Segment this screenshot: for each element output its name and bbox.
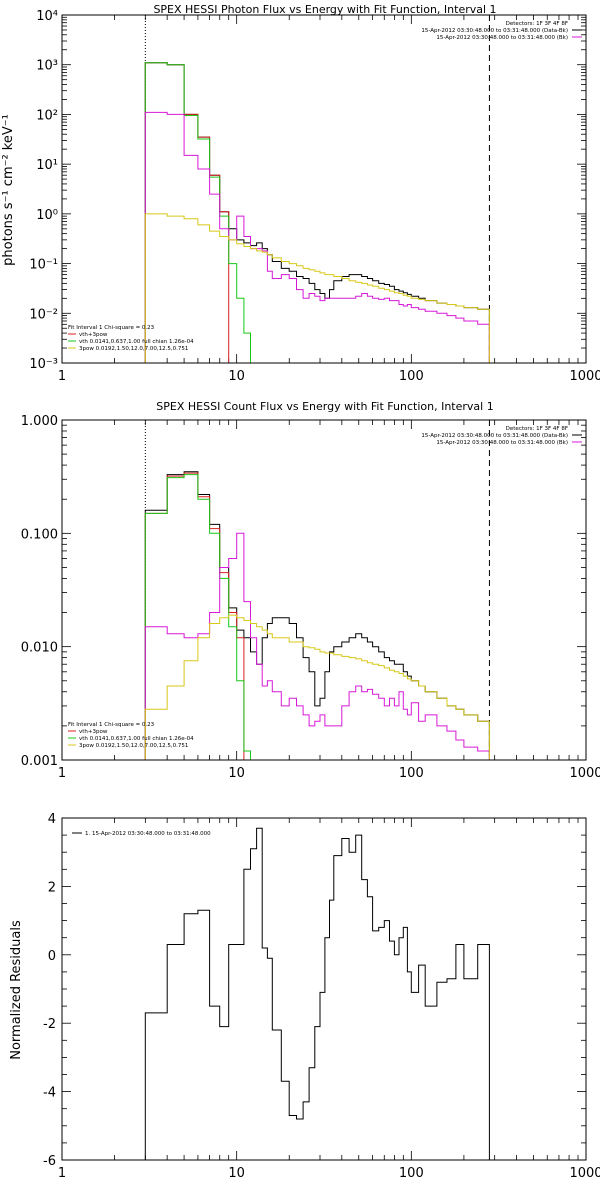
bk-interval-label: 15-Apr-2012 03:30:48.000 to 03:31:48.000… — [436, 440, 568, 446]
y-tick-label: 10⁻² — [29, 307, 58, 322]
series-line-3 — [144, 532, 490, 760]
plot-frame — [61, 14, 587, 364]
count-plot-area: 1 10 100 1000 0.001 0.010 0.100 1.000 Detectors:… — [21, 414, 600, 781]
fit-legend-entry: vth 0.0141,0.637,1.00 full chian 1.26e-0… — [79, 736, 194, 742]
y-tick-label: 10⁴ — [36, 9, 58, 24]
series-line-0 — [144, 62, 490, 363]
y-tick-label: 2 — [48, 880, 56, 895]
x-tick-label: 1 — [58, 369, 66, 384]
y-tick-label: 10⁻³ — [29, 357, 58, 372]
x-tick-label: 1 — [58, 1166, 66, 1181]
fit-legend-entry: vth+3pow — [79, 332, 108, 338]
photon-flux-panel: SPEX HESSI Photon Flux vs Energy with Fi… — [1, 3, 600, 384]
y-tick-label: -2 — [43, 1017, 56, 1032]
photon-panel-title: SPEX HESSI Photon Flux vs Energy with Fi… — [153, 3, 496, 16]
x-tick-label: 100 — [399, 369, 424, 384]
fit-legend-entry: vth+3pow — [79, 729, 108, 735]
residuals-plot-area: 1 10 100 1000 -6 -4 -2 0 2 4 1. 15-Apr-2012 03:30:… — [43, 812, 600, 1181]
y-tick-label: 10⁰ — [36, 208, 58, 223]
fit-interval-label: Fit Interval 1 Chi-square = 0.23 — [68, 722, 155, 728]
y-tick-label: 0.010 — [21, 641, 58, 656]
x-tick-label: 10 — [228, 1166, 245, 1181]
y-tick-label: 4 — [48, 812, 56, 827]
y-tick-label: 10² — [36, 108, 58, 123]
x-tick-label: 100 — [399, 1166, 424, 1181]
plot-frame — [61, 419, 587, 761]
count-panel-title: SPEX HESSI Count Flux vs Energy with Fit… — [156, 400, 493, 413]
series-line-2 — [144, 62, 251, 363]
y-tick-label: -4 — [43, 1086, 56, 1101]
series-line-3 — [144, 111, 490, 363]
detectors-label: Detectors: 1F 3F 4F 8F — [506, 21, 568, 27]
y-tick-label: 10¹ — [36, 158, 58, 173]
residuals-panel: Normalized Residuals 1 10 100 1000 -6 -4 -2 0 2 4… — [9, 812, 600, 1181]
fit-legend-entry: vth 0.0141,0.637,1.00 full chian 1.26e-0… — [79, 339, 194, 345]
y-tick-label: 10⁻¹ — [29, 258, 58, 273]
series-line-4 — [144, 213, 490, 363]
fit-legend-entry: 3pow 0.0192,1.50,12.0,7.00,12.5,0.751 — [79, 346, 188, 352]
data-interval-label: 15-Apr-2012 03:30:48.000 to 03:31:48.000… — [421, 433, 568, 439]
series-line-0 — [144, 827, 490, 1160]
fit-legend-entry: 3pow 0.0192,1.50,12.0,7.00,12.5,0.751 — [79, 743, 188, 749]
series-line-1 — [144, 62, 230, 363]
x-tick-label: 10 — [228, 369, 245, 384]
detectors-label: Detectors: 1F 3F 4F 8F — [506, 426, 568, 432]
y-tick-label: 10³ — [36, 59, 58, 74]
x-tick-label: 10 — [228, 766, 245, 781]
x-tick-label: 1000 — [569, 369, 600, 384]
bk-interval-label: 15-Apr-2012 03:30:48.000 to 03:31:48.000… — [436, 35, 568, 41]
series-line-4 — [144, 614, 490, 760]
data-interval-label: 15-Apr-2012 03:30:48.000 to 03:31:48.000… — [421, 28, 568, 34]
y-tick-label: 1.000 — [21, 414, 58, 429]
series-line-2 — [144, 474, 251, 760]
y-tick-label: 0.001 — [21, 754, 58, 769]
x-tick-label: 1 — [58, 766, 66, 781]
y-tick-label: -6 — [43, 1154, 56, 1169]
x-tick-label: 100 — [399, 766, 424, 781]
series-line-0 — [144, 471, 490, 760]
x-tick-label: 1000 — [569, 766, 600, 781]
photon-panel-ylabel: photons s⁻¹ cm⁻² keV⁻¹ — [1, 114, 16, 266]
x-tick-label: 1000 — [569, 1166, 600, 1181]
y-tick-label: 0.100 — [21, 527, 58, 542]
photon-plot-area: 1 10 100 1000 10⁻³ 10⁻² 10⁻¹ 10⁰ 10¹ 10² 10³ 10⁴ Det… — [29, 9, 600, 384]
y-tick-label: 0 — [48, 949, 56, 964]
residuals-panel-ylabel: Normalized Residuals — [9, 920, 24, 1060]
fit-interval-label: Fit Interval 1 Chi-square = 0.23 — [68, 325, 155, 331]
residual-legend-entry: 1. 15-Apr-2012 03:30:48.000 to 03:31:48.… — [85, 831, 211, 837]
plot-frame — [61, 817, 587, 1161]
count-flux-panel: SPEX HESSI Count Flux vs Energy with Fit… — [21, 400, 600, 781]
